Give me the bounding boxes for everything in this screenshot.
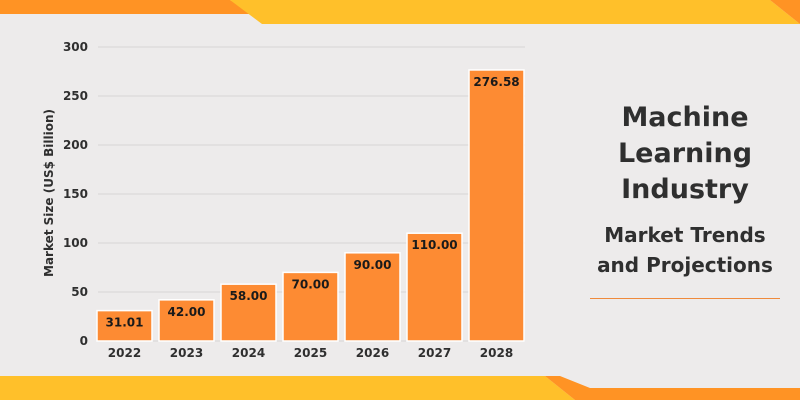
x-tick-label: 2022 [108, 346, 141, 360]
panel-title-line: Machine [621, 102, 749, 133]
x-axis-ticks: 2022 2023 2024 2025 2026 2027 2028 [108, 346, 513, 360]
panel-subtitle-line: and Projections [597, 253, 773, 277]
y-tick-label: 100 [63, 236, 88, 250]
bar-value-label: 110.00 [411, 238, 457, 252]
bar-value-label: 276.58 [473, 75, 519, 89]
bar-2023 [158, 299, 215, 342]
top-stripe-light [230, 0, 800, 24]
x-tick-label: 2024 [232, 346, 265, 360]
panel-title-line: Industry [621, 174, 749, 205]
bar-2026 [344, 252, 401, 342]
bottom-stripe-light [0, 376, 575, 400]
bar-value-label: 90.00 [354, 258, 392, 272]
x-tick-label: 2028 [480, 346, 513, 360]
bar-2028 [468, 69, 525, 342]
panel-title: Machine Learning Industry [580, 100, 790, 208]
y-axis-label: Market Size (US$ Billion) [42, 109, 56, 277]
y-tick-label: 50 [71, 285, 88, 299]
top-stripe-dark [0, 0, 255, 14]
panel-title-line: Learning [617, 138, 753, 169]
y-tick-label: 200 [63, 138, 88, 152]
bars [96, 69, 525, 342]
x-tick-label: 2025 [294, 346, 327, 360]
bar-2022 [96, 309, 153, 342]
bar-2027 [406, 232, 463, 342]
y-tick-label: 250 [63, 89, 88, 103]
bar-value-label: 58.00 [230, 289, 268, 303]
bar-value-label: 70.00 [292, 277, 330, 291]
y-tick-label: 300 [63, 40, 88, 54]
bar-value-label: 42.00 [168, 305, 206, 319]
bar-value-labels: 31.01 42.00 58.00 70.00 90.00 110.00 276.58 [106, 75, 520, 330]
bottom-stripe-dark [545, 376, 800, 400]
top-stripe-accent [770, 0, 800, 24]
bar-2024 [220, 283, 277, 342]
side-panel: Machine Learning Industry Market Trends … [580, 100, 790, 299]
bar-2025 [282, 271, 339, 342]
panel-subtitle-line: Market Trends [604, 223, 766, 247]
y-tick-label: 150 [63, 187, 88, 201]
bar-value-label: 31.01 [106, 316, 144, 330]
panel-subtitle: Market Trends and Projections [580, 220, 790, 280]
x-tick-label: 2023 [170, 346, 203, 360]
divider-rule [590, 298, 780, 299]
y-tick-label: 0 [80, 334, 88, 348]
x-tick-label: 2026 [356, 346, 389, 360]
y-axis-ticks: 0 50 100 150 200 250 300 [63, 40, 88, 348]
x-tick-label: 2027 [418, 346, 451, 360]
